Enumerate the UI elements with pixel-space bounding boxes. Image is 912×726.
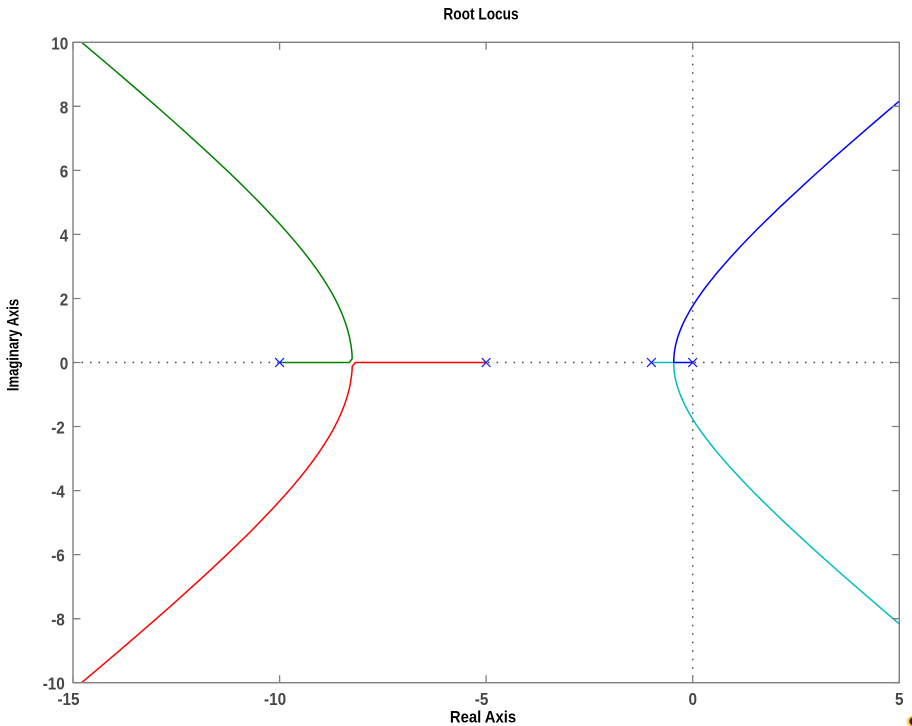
svg-text:6: 6 <box>60 161 69 181</box>
svg-text:-2: -2 <box>51 417 65 437</box>
svg-text:8: 8 <box>60 97 69 117</box>
svg-text:-6: -6 <box>51 545 65 565</box>
svg-text:10: 10 <box>51 33 68 53</box>
svg-text:4: 4 <box>60 225 69 245</box>
svg-text:Root Locus: Root Locus <box>443 5 518 23</box>
svg-text:-4: -4 <box>51 481 65 501</box>
svg-text:-5: -5 <box>475 689 489 709</box>
svg-text:-8: -8 <box>51 610 65 630</box>
svg-text:2: 2 <box>60 289 69 309</box>
svg-text:Imaginary Axis: Imaginary Axis <box>5 299 23 391</box>
svg-text:Real Axis: Real Axis <box>450 709 517 726</box>
svg-text:-10: -10 <box>264 689 286 709</box>
svg-text:-15: -15 <box>57 689 79 709</box>
svg-text:-10: -10 <box>43 674 65 694</box>
svg-text:5: 5 <box>895 689 904 709</box>
svg-text:0: 0 <box>60 353 69 373</box>
svg-text:0: 0 <box>688 689 697 709</box>
